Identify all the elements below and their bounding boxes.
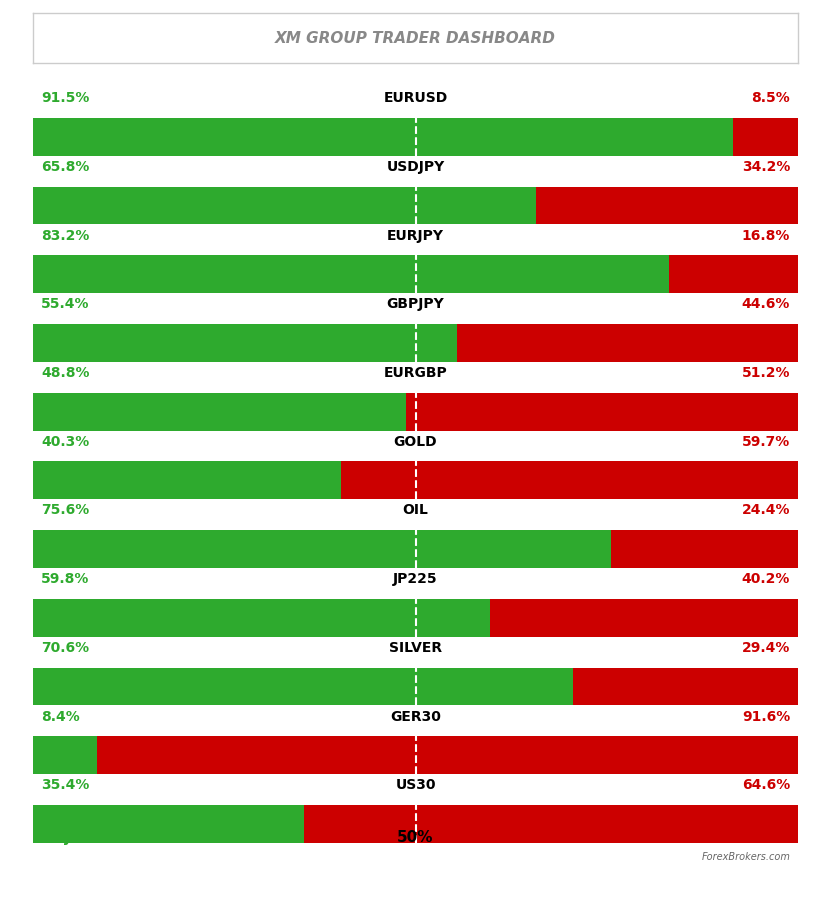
Text: XM GROUP TRADER DASHBOARD: XM GROUP TRADER DASHBOARD [275, 31, 556, 46]
Text: 50%: 50% [397, 830, 434, 844]
Text: GER30: GER30 [390, 710, 441, 724]
Bar [536, 186, 798, 224]
Bar [457, 324, 798, 362]
Text: EURGBP: EURGBP [384, 366, 447, 380]
Bar [33, 118, 733, 156]
Text: USDJPY: USDJPY [386, 160, 445, 174]
Text: 91.5%: 91.5% [41, 91, 89, 105]
Text: 48.8%: 48.8% [41, 366, 90, 380]
Bar [33, 530, 612, 568]
Text: 64.6%: 64.6% [742, 778, 790, 792]
Text: 83.2%: 83.2% [41, 229, 89, 243]
Text: 40.2%: 40.2% [742, 572, 790, 586]
Bar [33, 736, 97, 774]
Text: Buy: Buy [41, 830, 73, 844]
Bar [33, 256, 669, 293]
Bar [669, 256, 798, 293]
Bar [33, 462, 342, 500]
Text: 75.6%: 75.6% [41, 503, 89, 517]
Bar [33, 598, 490, 636]
Text: 59.8%: 59.8% [41, 572, 89, 586]
Text: 44.6%: 44.6% [742, 297, 790, 311]
Text: 91.6%: 91.6% [742, 710, 790, 724]
Text: 35.4%: 35.4% [41, 778, 89, 792]
Text: 65.8%: 65.8% [41, 160, 89, 174]
Text: 59.7%: 59.7% [742, 435, 790, 449]
Text: GBPJPY: GBPJPY [386, 297, 445, 311]
Bar [97, 736, 798, 774]
Text: 29.4%: 29.4% [742, 641, 790, 655]
Text: US30: US30 [396, 778, 435, 792]
Text: SILVER: SILVER [389, 641, 442, 655]
Text: 51.2%: 51.2% [741, 366, 790, 380]
Text: 8.5%: 8.5% [751, 91, 790, 105]
Bar [342, 462, 798, 500]
Text: 24.4%: 24.4% [741, 503, 790, 517]
Bar [612, 530, 798, 568]
Text: EURJPY: EURJPY [387, 229, 444, 243]
Text: Sell: Sell [759, 830, 790, 844]
Text: ForexBrokers.com: ForexBrokers.com [701, 851, 790, 862]
Bar [304, 806, 798, 843]
Text: JP225: JP225 [393, 572, 438, 586]
Bar [573, 668, 798, 706]
Bar [33, 324, 457, 362]
Bar [33, 668, 573, 706]
Text: 40.3%: 40.3% [41, 435, 89, 449]
Text: 55.4%: 55.4% [41, 297, 90, 311]
Text: GOLD: GOLD [394, 435, 437, 449]
Bar [33, 392, 406, 430]
Bar [733, 118, 798, 156]
Text: EURUSD: EURUSD [383, 91, 448, 105]
Bar [406, 392, 798, 430]
Text: 8.4%: 8.4% [41, 710, 80, 724]
Text: 70.6%: 70.6% [41, 641, 89, 655]
Bar [33, 806, 304, 843]
Bar [33, 186, 536, 224]
Text: 16.8%: 16.8% [742, 229, 790, 243]
Text: OIL: OIL [402, 503, 429, 517]
Text: 34.2%: 34.2% [742, 160, 790, 174]
Bar [490, 598, 798, 636]
